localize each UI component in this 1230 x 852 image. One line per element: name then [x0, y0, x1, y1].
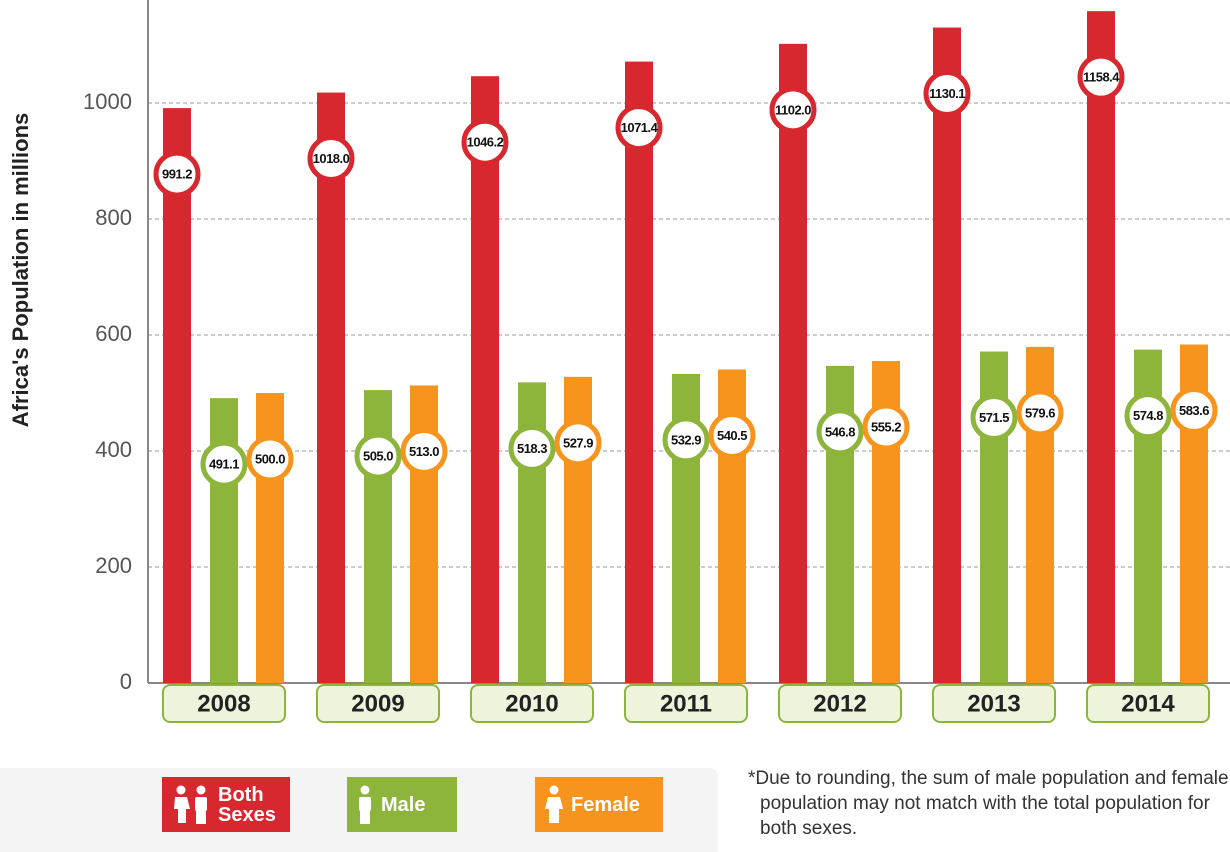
y-tick-label: 600 [95, 321, 132, 346]
y-tick-label: 400 [95, 437, 132, 462]
y-tick-label: 0 [120, 669, 132, 694]
x-category-box [1086, 684, 1210, 723]
x-category-box [470, 684, 594, 723]
value-label: 546.8 [825, 424, 855, 439]
legend-item: Male [347, 777, 457, 832]
bar [625, 61, 653, 683]
value-label: 1102.0 [775, 102, 811, 117]
value-label-badge [1016, 389, 1064, 437]
bar [163, 108, 191, 683]
value-label-badge [508, 424, 556, 472]
x-category-box [624, 684, 748, 723]
value-label: 574.8 [1133, 408, 1163, 423]
x-tick-label: 2008 [197, 690, 250, 717]
bar [471, 76, 499, 684]
value-label: 527.9 [563, 435, 593, 450]
x-tick-label: 2012 [813, 690, 866, 717]
value-label-badge [307, 135, 355, 183]
value-label: 518.3 [517, 441, 547, 456]
value-label-badge [970, 394, 1018, 442]
value-label: 1018.0 [313, 151, 350, 166]
bar [779, 43, 807, 683]
value-label: 571.5 [979, 410, 1009, 425]
bar [933, 27, 961, 684]
x-tick-label: 2010 [505, 690, 558, 717]
value-label: 1071.4 [621, 120, 659, 135]
x-tick-label: 2009 [351, 690, 404, 717]
value-label: 1046.2 [467, 135, 504, 150]
value-label-badge [708, 412, 756, 460]
value-label-badge [1077, 53, 1125, 101]
legend-item: Both Sexes [162, 777, 290, 832]
value-label-badge [769, 86, 817, 134]
value-label: 532.9 [671, 432, 701, 447]
legend-item: Female [535, 777, 663, 832]
value-label-badge [862, 403, 910, 451]
value-label: 555.2 [871, 419, 901, 434]
value-label-badge [1170, 387, 1218, 435]
value-label-badge [662, 416, 710, 464]
legend-icon [174, 785, 207, 824]
value-label-badge [816, 408, 864, 456]
x-tick-label: 2014 [1121, 690, 1175, 717]
y-tick-label: 200 [95, 553, 132, 578]
value-label-badge [923, 70, 971, 118]
y-axis-label: Africa's Population in millions [8, 113, 33, 428]
x-category-box [778, 684, 902, 723]
value-label-badge [615, 104, 663, 152]
legend-icon [545, 785, 563, 823]
value-label-badge [1124, 392, 1172, 440]
value-label: 500.0 [255, 451, 285, 466]
x-tick-label: 2013 [967, 690, 1020, 717]
legend-icon [359, 785, 371, 824]
bar [317, 92, 345, 683]
value-label-badge [200, 440, 248, 488]
value-label: 579.6 [1025, 405, 1055, 420]
value-label-badge [354, 432, 402, 480]
footnote: *Due to rounding, the sum of male popula… [748, 768, 1229, 839]
value-label-badge [461, 118, 509, 166]
legend-label: Male [381, 793, 426, 816]
legend: Both Sexes Male Female [0, 768, 718, 852]
legend-label: Both Sexes [218, 783, 276, 826]
value-label: 540.5 [717, 428, 747, 443]
value-label: 505.0 [363, 449, 393, 464]
value-label-badge [554, 419, 602, 467]
y-tick-label: 1000 [83, 89, 132, 114]
legend-label: Female [571, 793, 640, 816]
value-label: 1130.1 [929, 86, 965, 101]
value-label: 513.0 [409, 444, 439, 459]
y-tick-label: 800 [95, 205, 132, 230]
value-label: 1158.4 [1083, 70, 1120, 85]
value-label: 491.1 [209, 457, 239, 472]
value-label: 583.6 [1179, 403, 1209, 418]
bar [1087, 11, 1115, 684]
x-tick-label: 2011 [660, 690, 712, 717]
x-category-box [932, 684, 1056, 723]
x-category-box [316, 684, 440, 723]
x-category-box [162, 684, 286, 723]
value-label-badge [246, 435, 294, 483]
value-label-badge [153, 150, 201, 198]
value-label: 991.2 [162, 167, 192, 182]
value-label-badge [400, 427, 448, 475]
